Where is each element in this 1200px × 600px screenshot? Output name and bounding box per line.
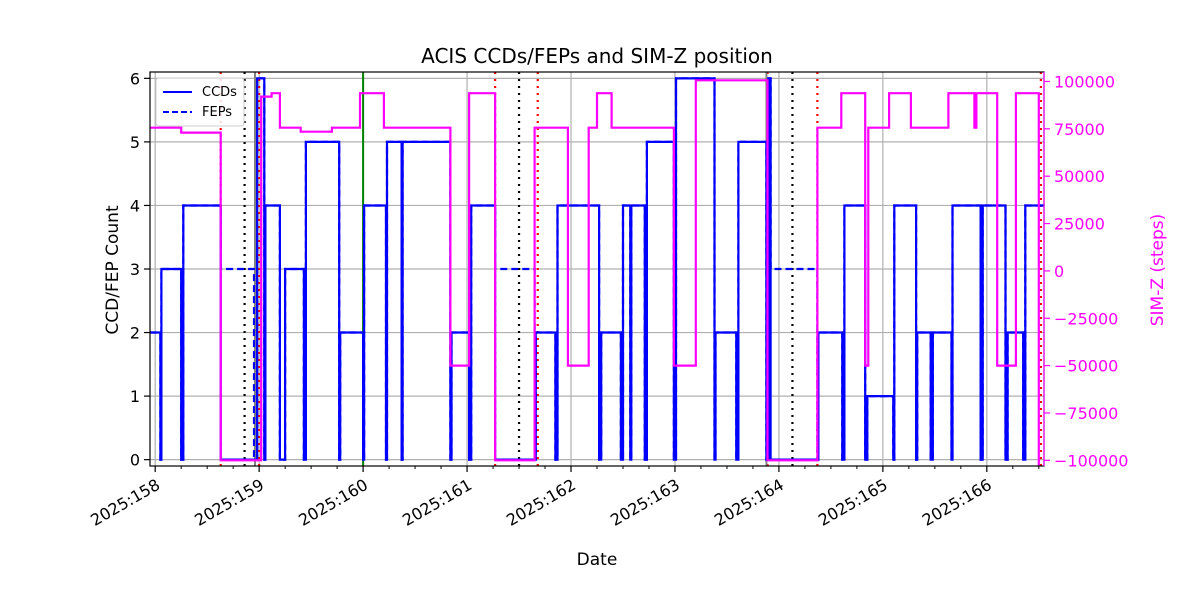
x-axis-label: Date <box>577 550 618 570</box>
simz-line <box>150 79 1040 466</box>
y-tick-label: 1 <box>130 387 140 406</box>
y2-tick-label: 75000 <box>1054 120 1105 139</box>
y2-axis-label: SIM-Z (steps) <box>1148 214 1168 327</box>
chart-title: ACIS CCDs/FEPs and SIM-Z position <box>421 44 773 68</box>
legend-label-ccds: CCDs <box>202 85 237 100</box>
fep-line <box>150 77 1044 461</box>
series-lines <box>150 77 1044 466</box>
y-tick-label: 5 <box>130 133 140 152</box>
y2-tick-label: −100000 <box>1054 451 1128 470</box>
legend-label-feps: FEPs <box>202 105 232 120</box>
y-tick-label: 3 <box>130 260 140 279</box>
y2-tick-label: −50000 <box>1054 357 1118 376</box>
y-tick-label: 6 <box>130 69 140 88</box>
y2-tick-label: 50000 <box>1054 167 1105 186</box>
y2-tick-label: −75000 <box>1054 404 1118 423</box>
y2-tick-label: 0 <box>1054 262 1064 281</box>
legend: CCDs FEPs <box>155 77 245 127</box>
y-tick-label: 4 <box>130 196 140 215</box>
y-tick-label: 2 <box>130 324 140 343</box>
y2-tick-label: 25000 <box>1054 215 1105 234</box>
legend-box <box>155 77 245 127</box>
y-axis-label: CCD/FEP Count <box>103 205 123 335</box>
y2-tick-label: −25000 <box>1054 309 1118 328</box>
y-tick-label: 0 <box>130 451 140 470</box>
y2-tick-label: 100000 <box>1054 72 1115 91</box>
